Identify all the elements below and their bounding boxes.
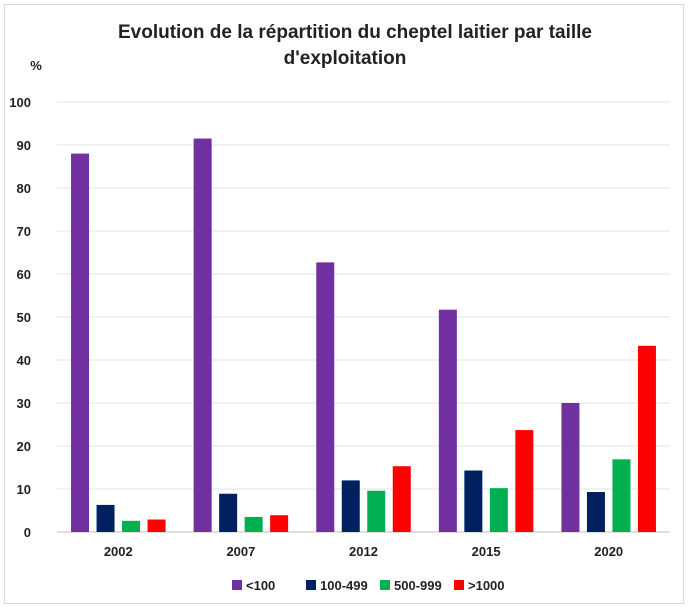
x-tick-label-2007: 2007 bbox=[226, 544, 255, 559]
x-tick-label-2012: 2012 bbox=[349, 544, 378, 559]
bar-2007-500-999 bbox=[244, 516, 263, 532]
bar-2020-<100 bbox=[561, 403, 580, 532]
bar-2020-500-999 bbox=[612, 459, 631, 532]
y-tick-label-10: 10 bbox=[17, 482, 31, 497]
x-tick-label-2020: 2020 bbox=[594, 544, 623, 559]
x-tick-labels: 2002 2007 2012 2015 2020 bbox=[104, 544, 623, 559]
bar-2002-100-499 bbox=[96, 504, 115, 532]
legend-swatch-<100 bbox=[232, 580, 242, 590]
bar-2002->1000 bbox=[147, 519, 166, 532]
legend-label->1000: >1000 bbox=[468, 578, 505, 593]
bar-2020-100-499 bbox=[586, 492, 605, 532]
bar-2015-<100 bbox=[438, 309, 457, 532]
bar-2015->1000 bbox=[515, 430, 534, 532]
bar-2012-500-999 bbox=[367, 490, 386, 532]
chart-title-line2: d'exploitation bbox=[284, 48, 407, 69]
bar-2002-500-999 bbox=[122, 520, 141, 532]
bar-2012->1000 bbox=[392, 466, 411, 532]
bar-2020->1000 bbox=[637, 345, 656, 532]
y-tick-label-40: 40 bbox=[17, 353, 31, 368]
x-tick-label-2002: 2002 bbox=[104, 544, 133, 559]
y-tick-label-30: 30 bbox=[17, 396, 31, 411]
legend-label-<100: <100 bbox=[246, 578, 275, 593]
bar-2007->1000 bbox=[270, 515, 289, 532]
y-tick-label-50: 50 bbox=[17, 310, 31, 325]
y-tick-label-80: 80 bbox=[17, 181, 31, 196]
legend-swatch-100-499 bbox=[306, 580, 316, 590]
legend-label-500-999: 500-999 bbox=[394, 578, 442, 593]
x-tick-label-2015: 2015 bbox=[472, 544, 501, 559]
y-axis-label: % bbox=[30, 58, 42, 73]
bar-2007-<100 bbox=[193, 138, 212, 533]
y-tick-label-70: 70 bbox=[17, 224, 31, 239]
bars bbox=[71, 138, 656, 533]
legend-swatch->1000 bbox=[454, 580, 464, 590]
y-tick-label-60: 60 bbox=[17, 267, 31, 282]
bar-2007-100-499 bbox=[219, 493, 238, 532]
y-tick-labels: 0 10 20 30 40 50 60 70 80 90 100 bbox=[9, 95, 31, 540]
y-tick-label-100: 100 bbox=[9, 95, 31, 110]
legend-swatch-500-999 bbox=[380, 580, 390, 590]
legend: <100 100-499 500-999 >1000 bbox=[232, 578, 505, 593]
y-tick-label-20: 20 bbox=[17, 439, 31, 454]
y-tick-label-90: 90 bbox=[17, 138, 31, 153]
bar-2012-<100 bbox=[316, 262, 335, 532]
y-tick-label-0: 0 bbox=[24, 525, 31, 540]
chart-title-line1: Evolution de la répartition du cheptel l… bbox=[118, 22, 592, 43]
bar-2012-100-499 bbox=[341, 480, 360, 532]
bar-2002-<100 bbox=[71, 153, 90, 532]
bar-2015-100-499 bbox=[464, 470, 483, 532]
legend-label-100-499: 100-499 bbox=[320, 578, 368, 593]
bar-2015-500-999 bbox=[489, 488, 508, 532]
